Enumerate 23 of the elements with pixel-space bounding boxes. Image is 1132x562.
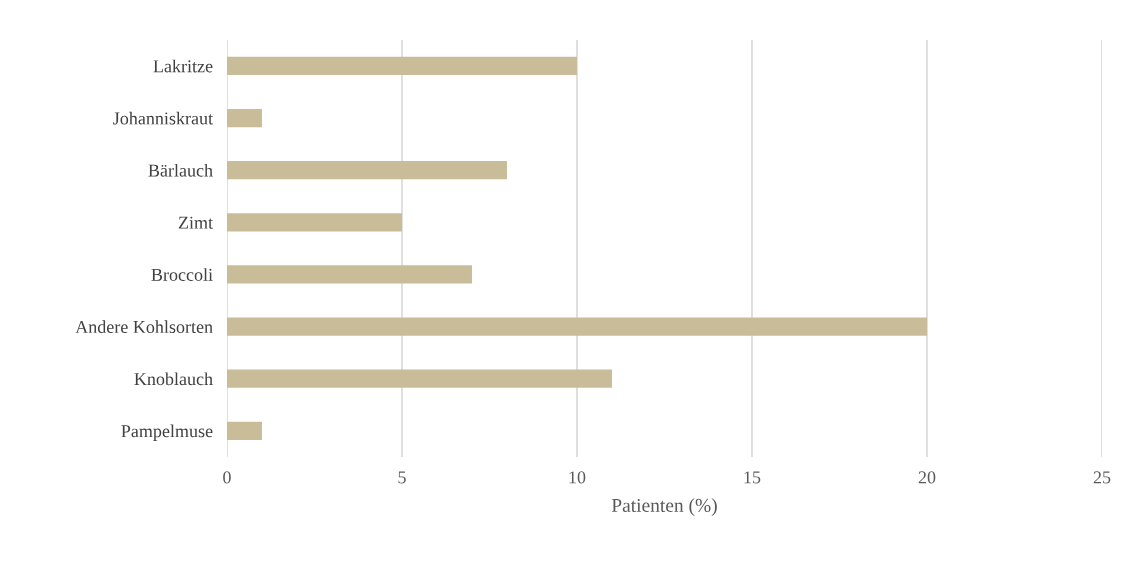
x-axis-title: Patienten (%) bbox=[611, 498, 717, 516]
y-tick-label: Andere Kohlsorten bbox=[75, 320, 213, 334]
x-tick-label: 25 bbox=[1093, 471, 1111, 484]
x-tick-label: 0 bbox=[223, 471, 231, 484]
y-tick-label: Bärlauch bbox=[148, 163, 213, 177]
bar bbox=[226, 108, 262, 128]
y-tick-label: Zimt bbox=[178, 216, 213, 229]
y-tick-label: Broccoli bbox=[151, 268, 213, 281]
bar bbox=[226, 213, 402, 232]
y-tick-label: Pampelmuse bbox=[121, 424, 213, 441]
x-tick-label: 10 bbox=[569, 471, 586, 484]
x-tick-label: 5 bbox=[398, 471, 406, 484]
x-tick-label: 20 bbox=[918, 471, 936, 484]
y-tick-label: Knoblauch bbox=[134, 372, 213, 386]
y-tick-label: Johanniskraut bbox=[113, 111, 213, 125]
bar bbox=[226, 317, 927, 336]
bar bbox=[226, 421, 262, 440]
x-tick-label: 15 bbox=[744, 471, 761, 484]
bar bbox=[226, 369, 612, 388]
bar bbox=[226, 265, 472, 284]
bar bbox=[226, 161, 507, 180]
y-tick-label: Lakritze bbox=[153, 59, 213, 73]
bar bbox=[226, 56, 577, 76]
